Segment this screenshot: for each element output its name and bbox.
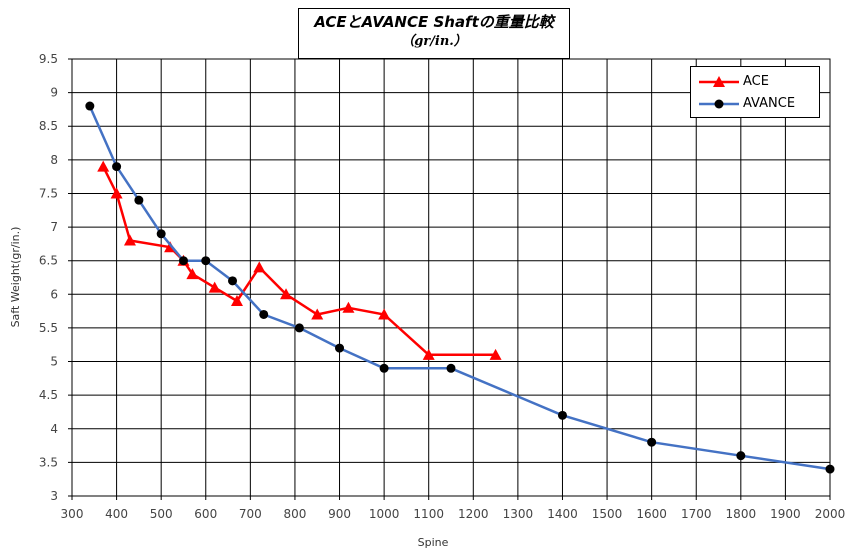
x-tick-label: 800	[283, 507, 306, 521]
y-tick-label: 3.5	[39, 455, 58, 469]
legend-item-ace: ACE	[691, 72, 819, 92]
data-point-avance	[557, 410, 567, 420]
x-tick-label: 1300	[503, 507, 534, 521]
data-point-ace	[311, 308, 324, 320]
data-point-ace	[123, 234, 136, 246]
data-point-avance	[259, 309, 269, 319]
y-tick-label: 6.5	[39, 254, 58, 268]
x-tick-label: 1800	[726, 507, 757, 521]
data-point-avance	[294, 323, 304, 333]
legend-label-ace: ACE	[743, 74, 769, 89]
x-tick-label: 1900	[770, 507, 801, 521]
x-tick-label: 700	[239, 507, 262, 521]
data-point-avance	[335, 343, 345, 353]
data-point-avance	[156, 229, 166, 239]
chart-title: ACEとAVANCE Shaftの重量比較	[314, 13, 554, 31]
data-point-ace	[230, 295, 243, 307]
series-layer	[85, 101, 835, 474]
data-point-avance	[736, 451, 746, 461]
y-tick-label: 9	[50, 86, 58, 100]
data-point-ace	[110, 187, 123, 199]
x-tick-label: 2000	[815, 507, 846, 521]
x-tick-label: 1200	[458, 507, 489, 521]
x-tick-label: 300	[61, 507, 84, 521]
y-tick-label: 7	[50, 220, 58, 234]
x-tick-label: 1000	[369, 507, 400, 521]
x-tick-label: 400	[105, 507, 128, 521]
grid	[68, 58, 831, 500]
data-point-avance	[825, 464, 835, 474]
data-point-avance	[201, 256, 211, 266]
data-point-avance	[85, 101, 95, 111]
legend-item-avance: AVANCE	[691, 94, 819, 114]
legend-swatch-avance	[699, 99, 739, 109]
y-axis-label: Saft Weight(gr/in.)	[9, 227, 22, 328]
x-tick-labels: 300 400 500 600 700 800 900 1000 1100 1200 1300 140…	[61, 507, 846, 521]
plot-border	[71, 58, 831, 497]
legend-swatch-ace	[699, 76, 739, 87]
data-point-ace	[253, 261, 266, 273]
data-point-avance	[379, 363, 389, 373]
data-point-avance	[178, 256, 188, 266]
data-point-avance	[446, 363, 456, 373]
data-point-ace	[342, 301, 355, 313]
data-point-avance	[647, 437, 657, 447]
x-tick-label: 1400	[547, 507, 578, 521]
data-point-ace	[378, 308, 391, 320]
x-axis-label: Spine	[418, 536, 449, 549]
x-tick-label: 1600	[636, 507, 667, 521]
series-line-avance	[88, 105, 831, 471]
x-tick-label: 500	[150, 507, 173, 521]
series-ace	[97, 160, 502, 360]
legend-label-avance: AVANCE	[743, 96, 796, 111]
data-point-ace	[186, 268, 199, 280]
data-point-avance	[134, 195, 144, 205]
y-tick-labels: 3 3.5 4 4.5 5 5.5 6 6.5 7 7.5 8 8.5 9 9.5	[39, 52, 58, 503]
y-tick-label: 7.5	[39, 186, 58, 200]
x-tick-label: 600	[194, 507, 217, 521]
chart-subtitle: （gr/in.）	[401, 34, 467, 49]
y-tick-label: 9.5	[39, 52, 58, 66]
data-point-avance	[228, 276, 238, 286]
plot-area	[72, 59, 830, 496]
y-tick-label: 8.5	[39, 119, 58, 133]
data-point-ace	[280, 288, 293, 300]
data-point-ace	[97, 160, 110, 172]
y-tick-label: 5	[50, 355, 58, 369]
y-tick-label: 6	[50, 287, 58, 301]
y-tick-label: 5.5	[39, 321, 58, 335]
x-tick-label: 900	[328, 507, 351, 521]
x-tick-label: 1700	[681, 507, 712, 521]
x-tick-label: 1100	[413, 507, 444, 521]
y-tick-label: 3	[50, 489, 58, 503]
data-point-ace	[489, 348, 502, 360]
x-tick-label: 1500	[592, 507, 623, 521]
data-point-ace	[422, 348, 435, 360]
y-tick-label: 8	[50, 153, 58, 167]
chart-title-box: ACEとAVANCE Shaftの重量比較 （gr/in.）	[298, 8, 570, 59]
data-point-ace	[208, 281, 221, 293]
legend: ACE AVANCE	[690, 66, 820, 118]
y-tick-label: 4.5	[39, 388, 58, 402]
series-avance	[85, 101, 835, 474]
y-tick-label: 4	[50, 422, 58, 436]
data-point-avance	[112, 162, 122, 172]
